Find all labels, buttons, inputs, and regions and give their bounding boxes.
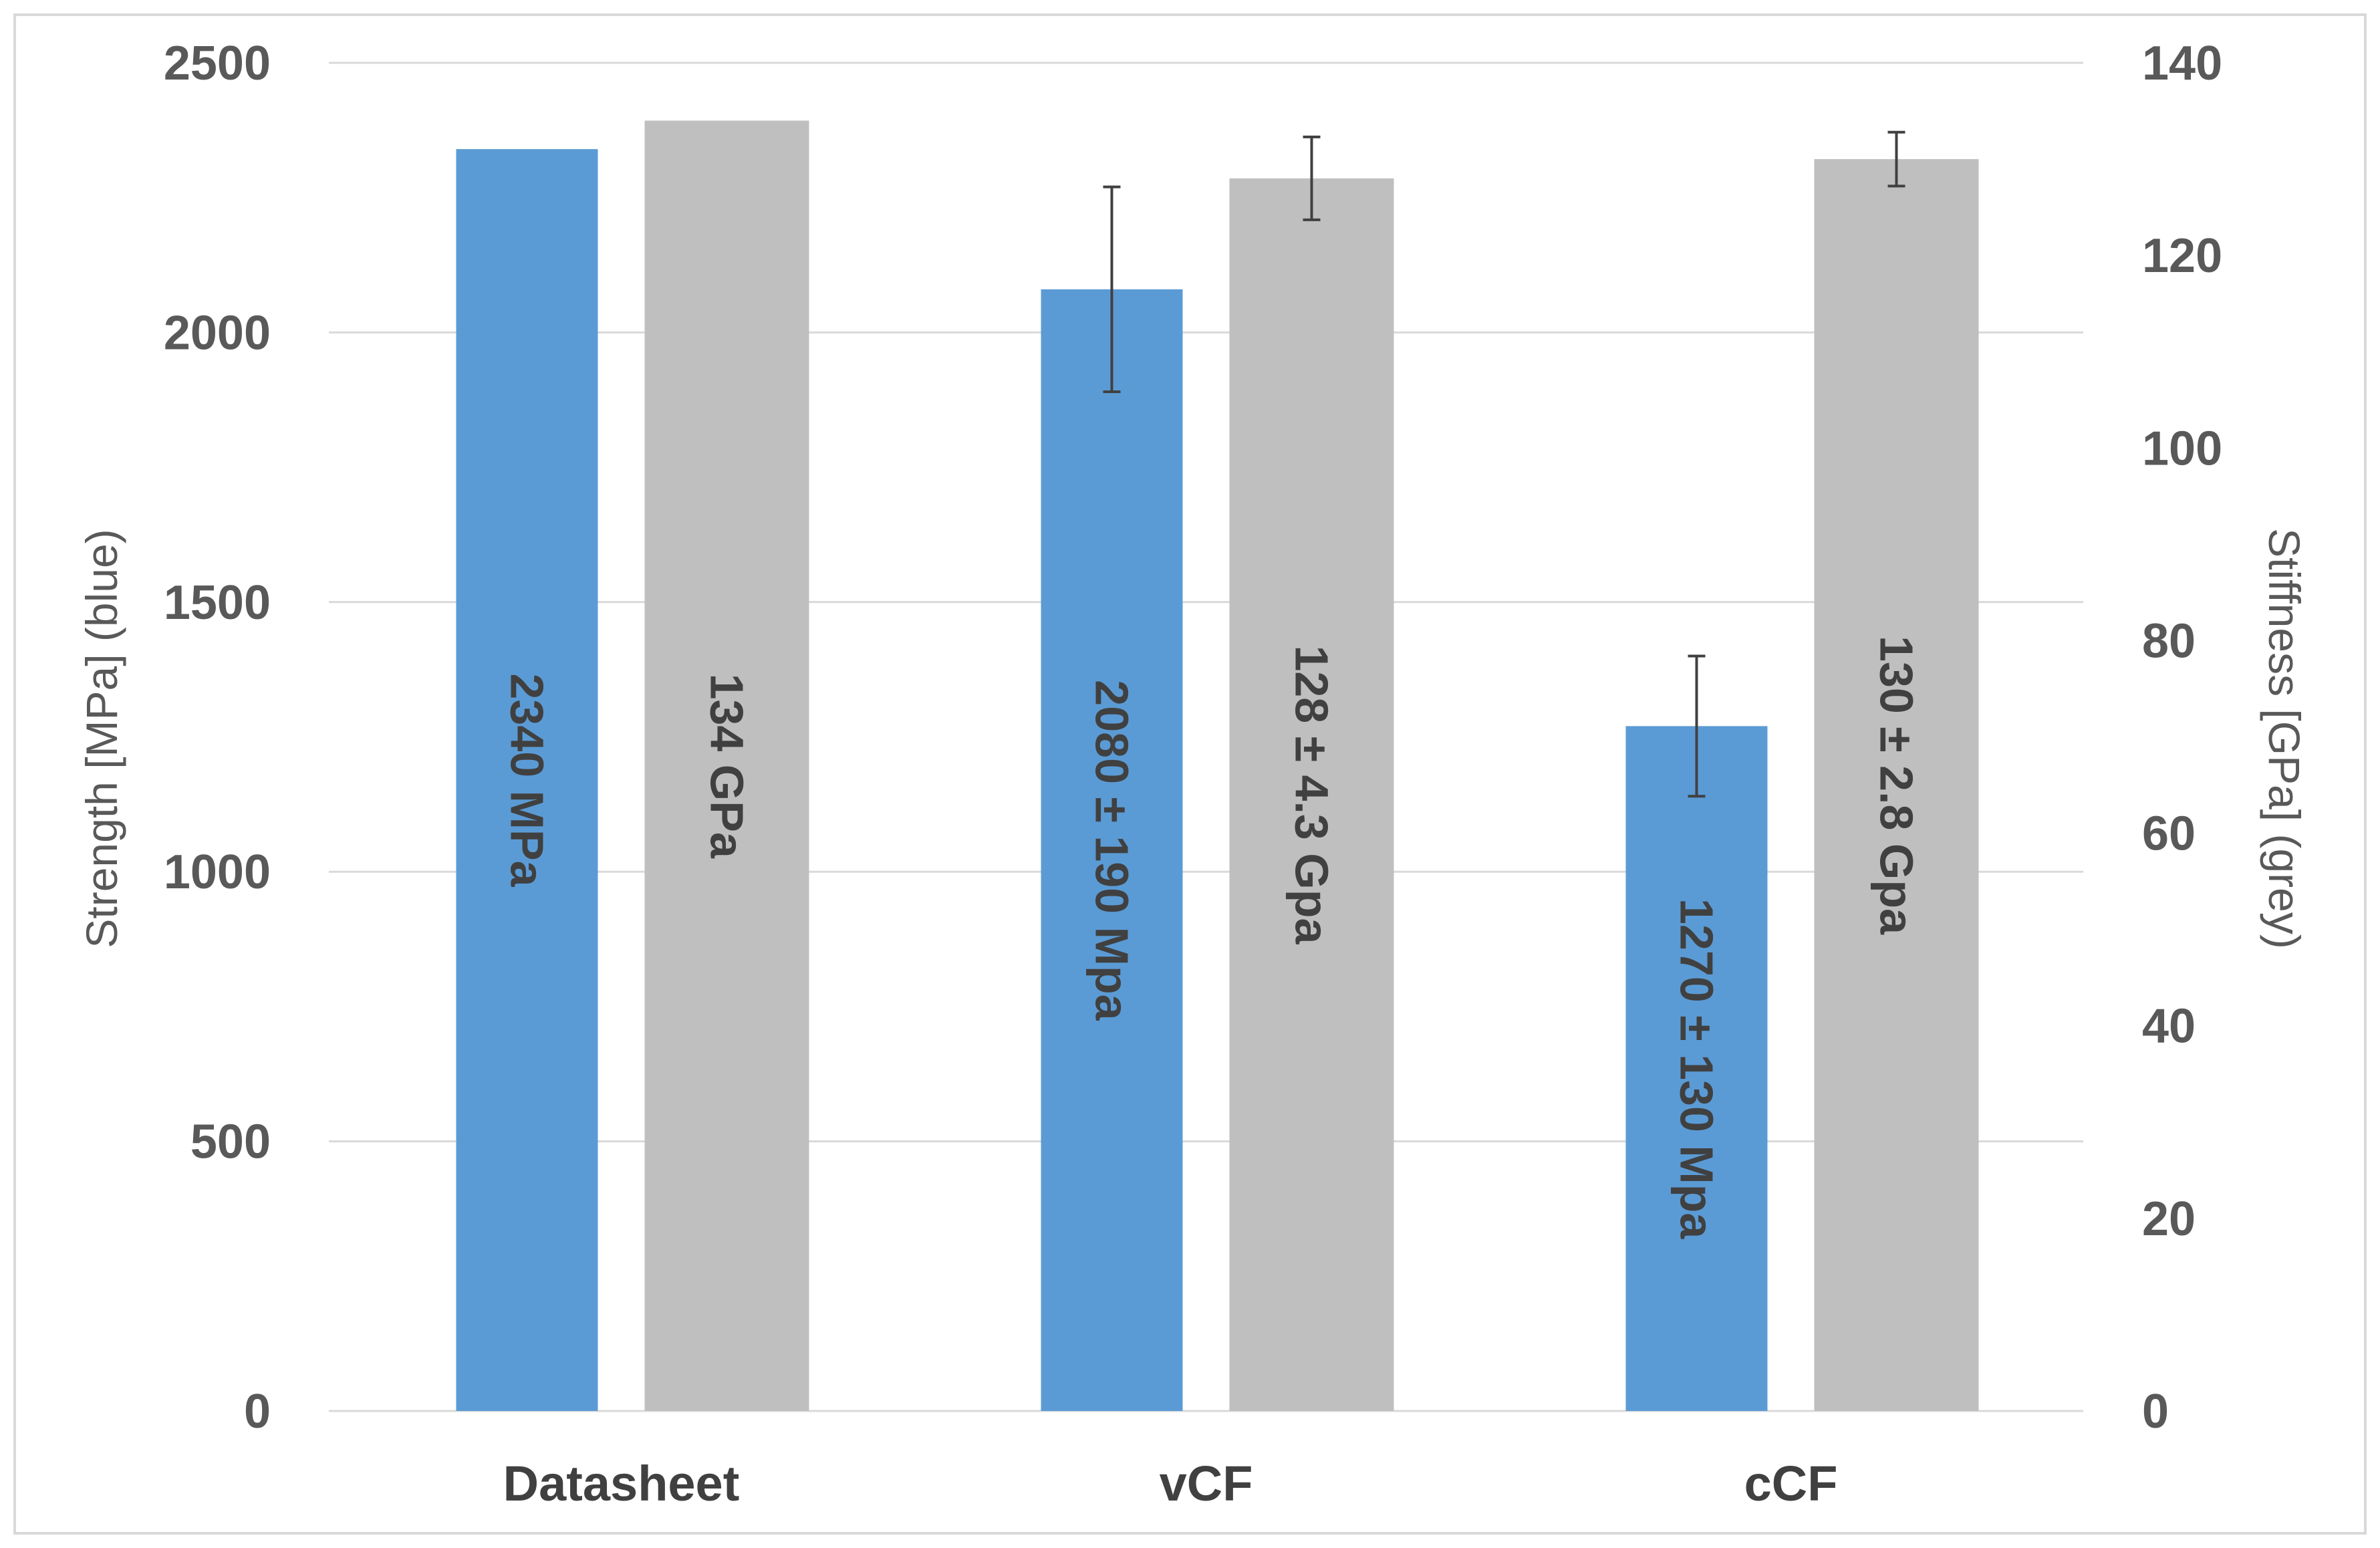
bar: [1814, 159, 1979, 1412]
bar: [1625, 726, 1768, 1411]
y-tick-label-left: 2000: [164, 306, 271, 360]
y-tick-label-right: 120: [2142, 229, 2222, 283]
gridlines: [329, 61, 2083, 1412]
error-bars: [1103, 130, 1905, 798]
bars: [456, 120, 1979, 1412]
left-axis-title: Strength [MPa] (blue): [77, 529, 126, 948]
y-tick-label-right: 140: [2142, 37, 2222, 90]
right-axis-title: Stiffness [GPa] (grey): [2260, 528, 2309, 949]
y-tick-label-right: 100: [2142, 422, 2222, 475]
y-tick-label-right: 0: [2142, 1385, 2169, 1438]
left-axis-ticks: 0 500 1000 1500 2000 2500: [164, 37, 271, 1438]
bar-labels: 2340 MPa 134 GPa 2080 ± 190 Mpa 128 ± 4.3 G…: [501, 636, 1923, 1239]
y-tick-label-right: 40: [2142, 1000, 2196, 1053]
data-label: 130 ± 2.8 Gpa: [1871, 636, 1923, 935]
data-label: 1270 ± 130 Mpa: [1671, 898, 1723, 1239]
right-axis-ticks: 0 20 40 60 80 100 120 140: [2142, 37, 2222, 1438]
data-label: 134 GPa: [701, 674, 753, 859]
y-tick-label-left: 0: [244, 1385, 271, 1438]
y-tick-label-left: 2500: [164, 37, 271, 90]
y-tick-label-left: 500: [190, 1116, 271, 1169]
y-tick-label-right: 80: [2142, 614, 2196, 668]
y-tick-label-left: 1000: [164, 846, 271, 899]
y-tick-label-right: 60: [2142, 807, 2196, 861]
category-labels: Datasheet vCF cCF: [503, 1456, 1838, 1511]
y-tick-label-left: 1500: [164, 576, 271, 630]
bar: [644, 120, 809, 1411]
bar: [456, 149, 598, 1411]
x-category-label: cCF: [1744, 1456, 1838, 1511]
bar: [1229, 178, 1394, 1411]
y-tick-label-right: 20: [2142, 1192, 2196, 1246]
data-label: 2340 MPa: [501, 673, 553, 887]
data-label: 128 ± 4.3 Gpa: [1286, 645, 1338, 944]
x-category-label: vCF: [1160, 1456, 1253, 1511]
data-label: 2080 ± 190 Mpa: [1086, 680, 1138, 1021]
bar: [1041, 289, 1183, 1412]
chart-border: [13, 13, 2367, 1535]
x-category-label: Datasheet: [503, 1456, 740, 1511]
